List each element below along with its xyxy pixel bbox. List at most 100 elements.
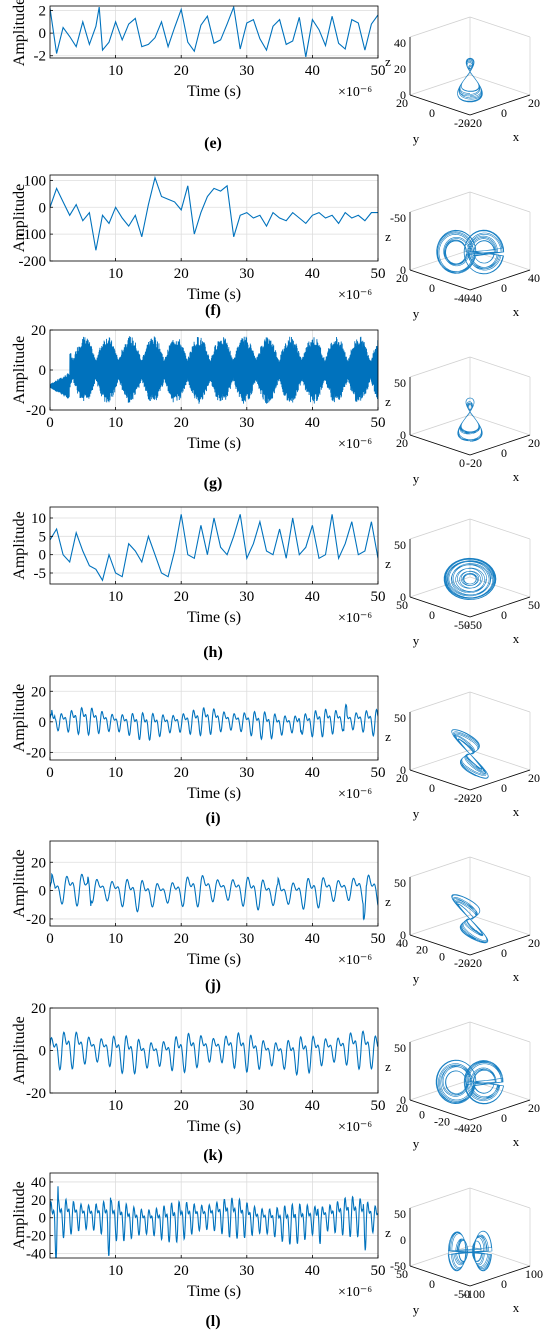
y-tick-label: -40 (454, 291, 470, 305)
panel-label: (j) (205, 977, 221, 994)
x-tick-label: 30 (239, 1098, 254, 1114)
x-tick-label: 0 (501, 946, 507, 960)
x-tick-label: 40 (305, 1098, 320, 1114)
axis-box-edge (409, 749, 471, 771)
y-tick-label: 0 (39, 200, 47, 216)
series-line (50, 336, 378, 404)
x-tick-label: 50 (371, 589, 386, 605)
panel-label: (i) (205, 810, 220, 827)
axes-frame (49, 506, 379, 585)
x-axis-line (469, 934, 531, 956)
z-tick-label: 0 (400, 428, 406, 442)
x-axis-line (469, 94, 531, 116)
x-axis-line (469, 434, 531, 456)
y-axis-line (409, 269, 471, 291)
y-axis-label: y (413, 971, 420, 986)
y-tick-label: -200 (19, 254, 47, 270)
x-tick-label: 20 (174, 931, 189, 947)
x-axis-label: x (513, 129, 520, 144)
y-axis-label: Amplitude (11, 684, 28, 752)
y-axis-line (409, 1099, 471, 1121)
y-axis-label: y (413, 806, 420, 821)
y-tick-label: -20 (26, 912, 46, 928)
x-tick-label: 10 (108, 1098, 123, 1114)
y-axis-label: y (413, 1302, 420, 1317)
x-tick-label: 20 (174, 1263, 189, 1279)
series-line (50, 872, 378, 921)
y-tick-label: -20 (26, 1086, 46, 1102)
x-tick-label: 0 (501, 781, 507, 795)
y-tick-label: 0 (39, 363, 47, 379)
y-axis-line (409, 934, 471, 956)
x-tick-label: 50 (371, 1098, 386, 1114)
x-tick-label: 50 (371, 765, 386, 781)
axis-box-edge (469, 74, 531, 96)
y-tick-label: 0 (429, 281, 435, 295)
z-tick-label: -50 (390, 1259, 406, 1273)
x-axis-line (469, 1099, 531, 1121)
z-tick-label: 0 (400, 590, 406, 604)
series-line (50, 6, 378, 57)
y-tick-label: -50 (454, 618, 470, 632)
z-axis-label: z (385, 894, 391, 909)
y-axis-line (409, 596, 471, 618)
y-tick-label: -5 (34, 566, 47, 582)
axis-box-edge (469, 1245, 531, 1267)
y-tick-label: 20 (31, 855, 46, 871)
axis-box-edge (409, 856, 471, 878)
axis-box-edge (409, 914, 471, 936)
x-tick-label: 40 (305, 1263, 320, 1279)
x-axis-label: x (513, 469, 520, 484)
x-tick-label: 20 (174, 1098, 189, 1114)
panel-label: (k) (203, 1147, 223, 1164)
axis-box-edge (409, 691, 471, 713)
x-tick-label: 20 (174, 415, 189, 431)
x-tick-label: 20 (174, 63, 189, 79)
x-tick-label: 30 (239, 63, 254, 79)
y-tick-label: 20 (396, 1101, 408, 1115)
y-axis-label: y (413, 131, 420, 146)
z-tick-label: 50 (394, 1041, 406, 1055)
x-tick-label: 50 (371, 63, 386, 79)
z-tick-label: 0 (400, 928, 406, 942)
y-tick-label: 0 (429, 781, 435, 795)
x-tick-label: 20 (528, 436, 540, 450)
y-tick-label: 20 (31, 1001, 46, 1017)
axes-frame (49, 174, 379, 262)
z-axis-label: z (385, 394, 391, 409)
x-tick-label: 0 (46, 931, 54, 947)
axis-box-edge (409, 356, 471, 378)
attractor-trajectory (451, 729, 489, 779)
axis-box-edge (409, 249, 471, 271)
z-tick-label: 0 (400, 763, 406, 777)
series-line (50, 1030, 378, 1077)
x-tick-label: 20 (174, 589, 189, 605)
x-tick-label: 30 (239, 266, 254, 282)
x-tick-label: 50 (371, 1263, 386, 1279)
axis-box-edge (409, 191, 471, 213)
x-tick-label: 20 (174, 266, 189, 282)
y-axis-label: y (413, 633, 420, 648)
axis-box-edge (469, 914, 531, 936)
y-axis-label: Amplitude (11, 1181, 28, 1249)
x-tick-label: 0 (501, 1111, 507, 1125)
x-tick-label: 10 (108, 415, 123, 431)
x-axis-label: x (513, 304, 520, 319)
x-exponent-label: ×10⁻⁶ (338, 953, 372, 968)
z-tick-label: 0 (400, 88, 406, 102)
axis-box-edge (409, 74, 471, 96)
x-tick-label: 10 (108, 1263, 123, 1279)
x-exponent-label: ×10⁻⁶ (338, 787, 372, 802)
y-tick-label: 0 (39, 1044, 47, 1060)
z-axis-label: z (385, 1225, 391, 1240)
axes-frame (49, 675, 379, 761)
